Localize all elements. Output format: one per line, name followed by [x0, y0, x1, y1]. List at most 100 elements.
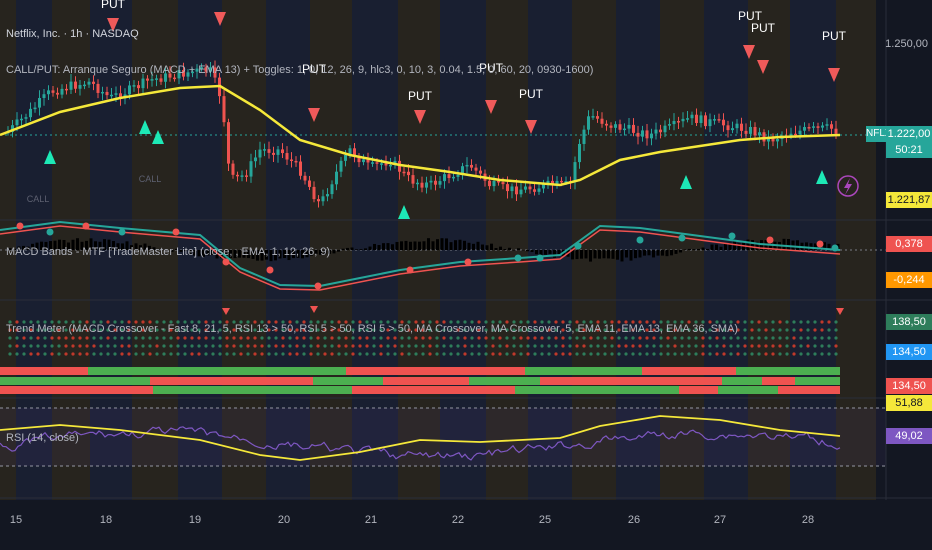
- trend-dot: [204, 336, 208, 340]
- macd-histogram-bar: [220, 250, 223, 259]
- trend-dot: [260, 328, 264, 332]
- trend-dot: [113, 344, 117, 348]
- macd-histogram-bar: [697, 248, 700, 250]
- macd-bands-title[interactable]: MACD Bands - MTF [TradeMaster Lite] (clo…: [6, 246, 331, 258]
- trend-dot: [463, 328, 467, 332]
- macd-histogram-bar: [260, 250, 264, 261]
- candle-body: [677, 121, 680, 123]
- trend-dot: [827, 328, 831, 332]
- macd-histogram-bar: [94, 241, 97, 250]
- trend-dot: [743, 336, 747, 340]
- put-label: PUT: [302, 62, 327, 76]
- candle-body: [744, 130, 748, 134]
- trend-dot: [792, 344, 796, 348]
- trend-dot: [519, 352, 523, 356]
- trend-dot: [43, 352, 47, 356]
- trend-dot: [456, 328, 460, 332]
- trend-dot: [512, 328, 516, 332]
- rsi-title[interactable]: RSI (14, close): [6, 432, 79, 444]
- macd-cross-dot: [266, 266, 274, 274]
- trend-dot: [750, 328, 754, 332]
- trend-dot: [617, 336, 621, 340]
- trend-dot: [491, 320, 495, 324]
- trend-dot: [596, 328, 600, 332]
- trend-bar-segment: [0, 367, 88, 375]
- trend-meter-pane[interactable]: [0, 306, 844, 394]
- candle-body: [717, 119, 721, 121]
- trend-dot: [470, 328, 474, 332]
- callput-indicator-title[interactable]: CALL/PUT: Arranque Seguro (MACD + EMA 13…: [6, 64, 594, 76]
- candle-body: [236, 174, 239, 177]
- trend-dot: [85, 344, 89, 348]
- trend-dot: [281, 336, 285, 340]
- candle-body: [771, 137, 775, 142]
- candle-body: [438, 181, 442, 185]
- trend-bar-segment: [60, 377, 90, 385]
- trend-dot: [99, 320, 103, 324]
- trend-dot: [820, 336, 824, 340]
- trend-dot: [183, 328, 187, 332]
- candle-body: [276, 149, 280, 155]
- trend-dot: [106, 352, 110, 356]
- date-label: 18: [99, 514, 113, 526]
- trend-dot: [190, 344, 194, 348]
- macd-histogram-bar: [310, 250, 313, 256]
- trend-dot: [694, 328, 698, 332]
- trend-dot: [498, 344, 502, 348]
- trend-dot: [743, 328, 747, 332]
- candle-body: [141, 78, 145, 89]
- trend-dot: [673, 352, 677, 356]
- trend-dot: [750, 336, 754, 340]
- candle-body: [551, 180, 554, 186]
- trend-dot: [176, 336, 180, 340]
- put-marker: [214, 12, 226, 26]
- macd-histogram-bar: [814, 243, 817, 250]
- trend-dot: [197, 352, 201, 356]
- trend-dot: [288, 352, 292, 356]
- macd-histogram-bar: [674, 250, 678, 254]
- macd-histogram-bar: [305, 250, 309, 258]
- candle-body: [353, 148, 356, 157]
- macd-histogram-bar: [197, 250, 201, 257]
- trend-dot: [792, 352, 796, 356]
- candle-body: [447, 174, 451, 179]
- macd-histogram-bar: [823, 242, 826, 250]
- trend-dot: [253, 320, 257, 324]
- trend-dot: [267, 328, 271, 332]
- candle-body: [227, 122, 230, 164]
- trend-dot: [218, 352, 222, 356]
- trend-dot: [8, 352, 12, 356]
- trend-signal-marker: [836, 308, 844, 315]
- trend-dot: [169, 320, 173, 324]
- macd-pane[interactable]: [0, 220, 841, 291]
- trend-dot: [449, 336, 453, 340]
- trend-dot: [393, 352, 397, 356]
- trend-dot: [575, 320, 579, 324]
- trend-dot: [134, 352, 138, 356]
- date-label: 20: [277, 514, 291, 526]
- trend-meter-title[interactable]: Trend Meter (MACD Crossover - Fast 8, 21…: [6, 323, 739, 335]
- trend-dot: [477, 352, 481, 356]
- trend-dot: [435, 344, 439, 348]
- trend-dot: [323, 344, 327, 348]
- candle-body: [623, 128, 626, 131]
- trend-dot: [386, 352, 390, 356]
- trend-dot: [470, 320, 474, 324]
- ema-line: [0, 84, 841, 187]
- call-marker: [398, 205, 410, 219]
- trend-dot: [267, 320, 271, 324]
- trend-dot: [358, 328, 362, 332]
- trend-bar-segment: [830, 377, 840, 385]
- trend-dot: [15, 328, 19, 332]
- trend-dot: [141, 328, 145, 332]
- trend-value-tag-2: 134,50: [886, 344, 932, 360]
- macd-histogram-bar: [319, 250, 322, 255]
- trend-dot: [722, 328, 726, 332]
- macd-histogram-bar: [688, 248, 691, 250]
- rsi-pane[interactable]: [0, 415, 841, 461]
- trend-dot: [22, 352, 26, 356]
- candle-body: [317, 199, 320, 202]
- candle-body: [384, 163, 388, 166]
